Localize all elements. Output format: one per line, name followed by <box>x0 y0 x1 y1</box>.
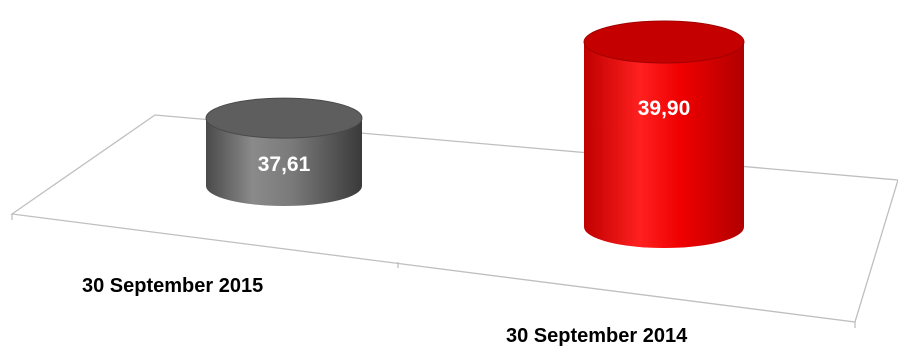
category-labels: 30 September 2015 30 September 2014 <box>82 275 688 347</box>
chart-floor <box>10 114 898 328</box>
bar-body-0 <box>206 118 362 206</box>
bar-1: 39,90 <box>583 20 745 248</box>
bar-top-1 <box>583 20 745 64</box>
data-label-1: 39,90 <box>638 97 691 120</box>
bars: 37,61 39,90 <box>205 20 745 248</box>
bar-top-0 <box>205 97 363 139</box>
category-label-2014: 30 September 2014 <box>506 325 688 347</box>
category-label-2015: 30 September 2015 <box>82 275 263 297</box>
bar-body-1 <box>584 42 744 248</box>
bar-0: 37,61 <box>205 97 363 206</box>
data-label-0: 37,61 <box>258 153 311 176</box>
floor-plane <box>10 114 898 323</box>
